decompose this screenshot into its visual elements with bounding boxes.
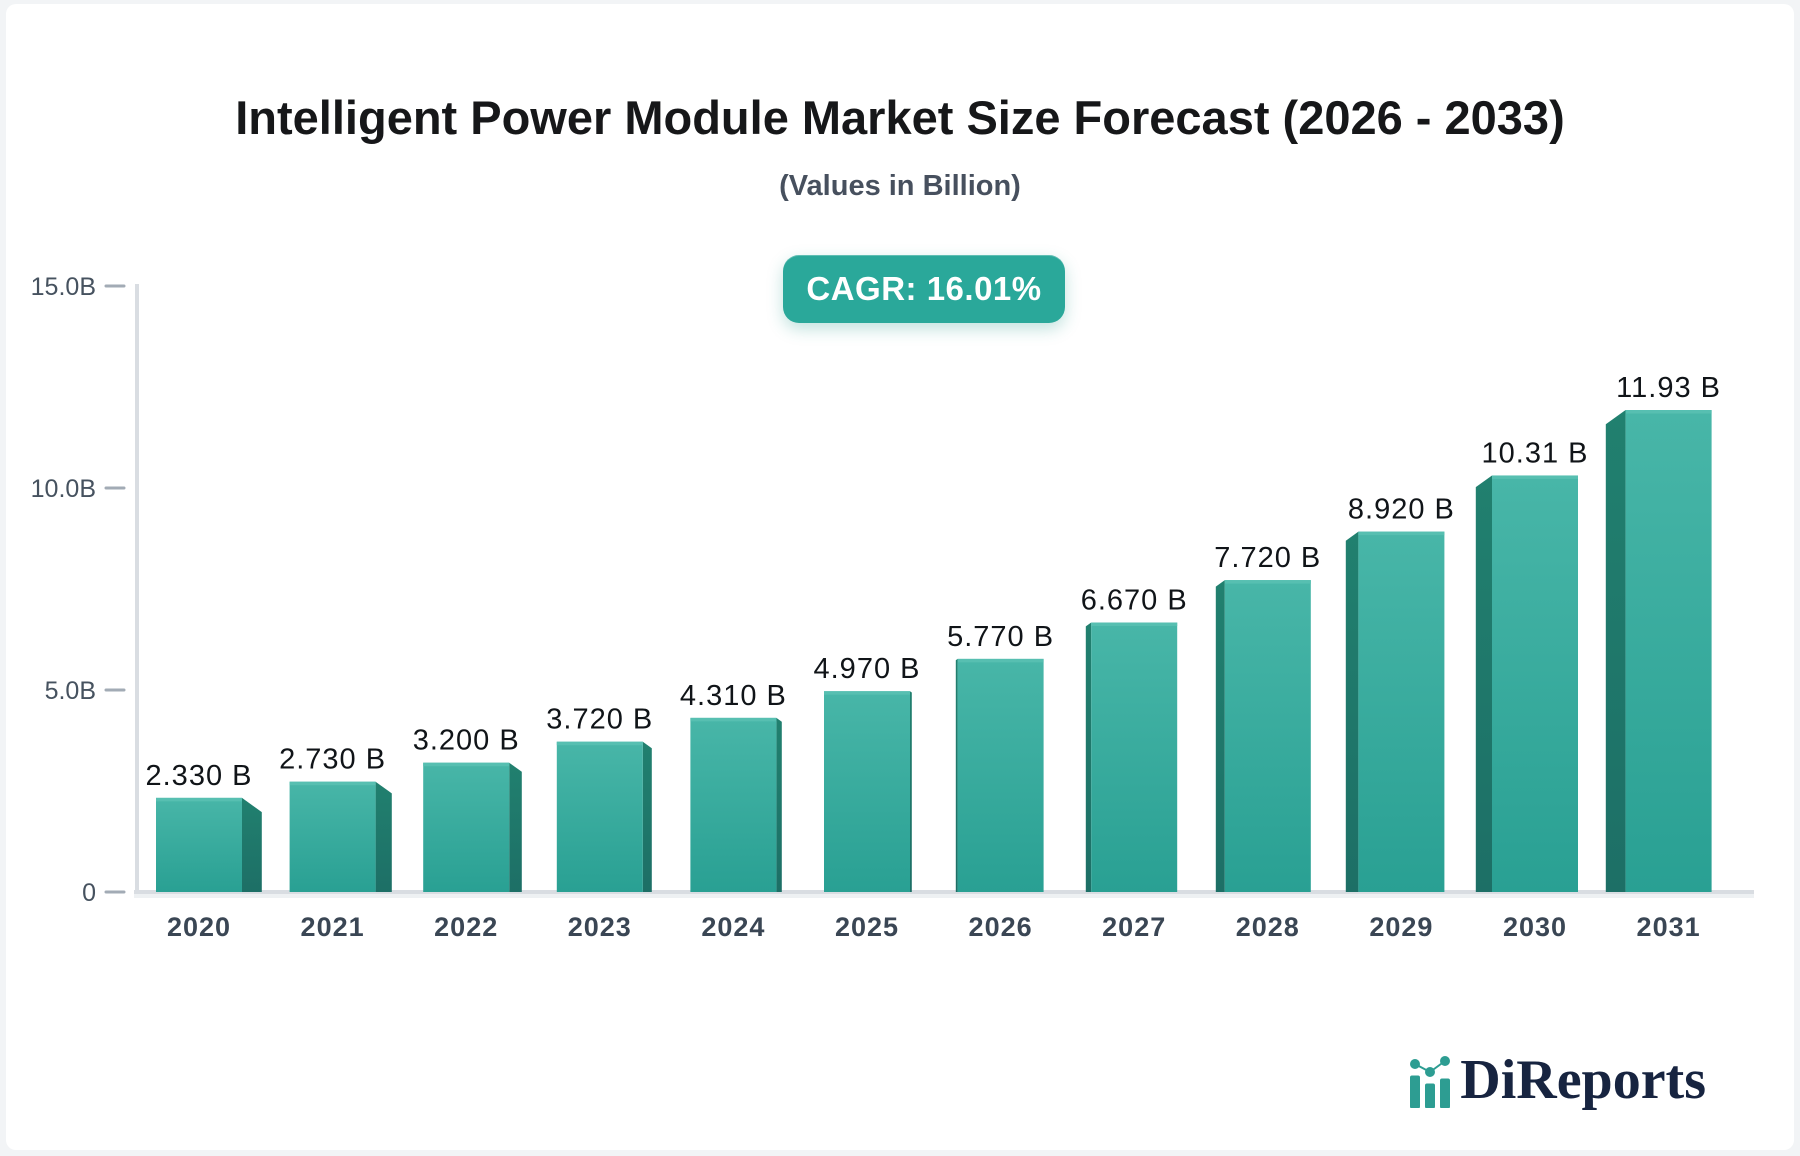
chart-title: Intelligent Power Module Market Size For… xyxy=(235,91,1565,144)
bar-value-label: 11.93 B xyxy=(1616,372,1721,404)
cagr-badge: CAGR: 16.01% xyxy=(783,255,1065,323)
x-axis-label: 2028 xyxy=(1236,912,1300,942)
bar-2027 xyxy=(1085,622,1178,892)
x-axis-label: 2027 xyxy=(1102,912,1166,942)
x-axis-label: 2029 xyxy=(1369,912,1433,942)
bar-value-label: 6.670 B xyxy=(1081,585,1188,617)
bar-side-face xyxy=(910,691,912,892)
bar-top-edge xyxy=(289,781,376,786)
bar-front-face xyxy=(423,762,510,892)
x-axis-label: 2024 xyxy=(701,912,765,942)
bar-side-face xyxy=(1345,531,1359,892)
bar-top-edge xyxy=(156,797,242,802)
bar-2028 xyxy=(1215,580,1311,892)
x-axis-label: 2020 xyxy=(167,912,231,942)
bar-top-edge xyxy=(1091,622,1178,627)
bar-front-face xyxy=(1358,531,1445,892)
bar-top-edge xyxy=(1358,531,1445,536)
bar-side-face xyxy=(1215,580,1225,892)
bar-value-label: 7.720 B xyxy=(1214,542,1321,574)
bar-side-face xyxy=(1605,410,1626,892)
bar-value-label: 2.330 B xyxy=(146,760,253,792)
chart-card: Intelligent Power Module Market Size For… xyxy=(6,4,1794,1150)
x-axis-label: 2022 xyxy=(434,912,498,942)
bar-front-face xyxy=(556,741,643,892)
bar-top-edge xyxy=(1224,580,1311,584)
y-axis-label: 10.0B xyxy=(31,475,96,503)
x-axis-label: 2026 xyxy=(969,912,1033,942)
direports-logo-icon xyxy=(1410,1056,1451,1108)
cagr-badge-label: CAGR: 16.01% xyxy=(806,270,1042,307)
bar-top-edge xyxy=(556,741,643,746)
bar-front-face xyxy=(156,797,242,892)
y-axis-label: 0 xyxy=(82,879,96,907)
bar-chart: 15.0B 10.0B 5.0B 0 2.330 B 2020 2.730 B 2021 3.2… xyxy=(31,273,1754,942)
x-axis-label: 2023 xyxy=(568,912,632,942)
direports-logo-text: DiReports xyxy=(1460,1049,1706,1111)
bar-front-face xyxy=(824,691,910,892)
bar-2024 xyxy=(690,717,782,892)
bar-2030 xyxy=(1475,475,1578,892)
x-axis-label: 2031 xyxy=(1637,912,1701,942)
bar-side-face xyxy=(955,658,958,892)
x-axis-shadow xyxy=(134,894,1754,898)
bar-front-face xyxy=(690,717,777,892)
bar-value-label: 4.310 B xyxy=(680,680,787,712)
chart-subtitle: (Values in Billion) xyxy=(779,170,1021,202)
bar-2029 xyxy=(1345,531,1445,892)
bar-top-edge xyxy=(1625,410,1712,414)
bar-top-edge xyxy=(957,658,1044,663)
bar-front-face xyxy=(957,658,1044,892)
bar-side-face xyxy=(776,717,782,892)
bar-2031 xyxy=(1605,410,1712,892)
x-axis-label: 2030 xyxy=(1503,912,1567,942)
bar-side-face xyxy=(242,797,262,892)
x-axis-label: 2025 xyxy=(835,912,899,942)
direports-logo: DiReports xyxy=(1408,1032,1706,1108)
bar-top-edge xyxy=(824,691,910,695)
bar-value-label: 10.31 B xyxy=(1482,437,1589,469)
bar-value-label: 8.920 B xyxy=(1348,494,1455,526)
bar-top-edge xyxy=(423,762,510,767)
bar-front-face xyxy=(1492,475,1578,892)
bar-front-face xyxy=(289,781,376,892)
bar-front-face xyxy=(1224,580,1311,892)
bar-value-label: 4.970 B xyxy=(814,653,921,685)
bar-front-face xyxy=(1625,410,1712,892)
bar-2023 xyxy=(556,741,652,892)
bar-value-label: 3.720 B xyxy=(546,704,653,736)
bar-front-face xyxy=(1091,622,1178,892)
bar-2021 xyxy=(289,781,392,892)
bar-side-face xyxy=(1475,475,1492,892)
bar-2022 xyxy=(423,762,522,892)
y-axis-label: 15.0B xyxy=(31,273,96,301)
bar-top-edge xyxy=(1492,475,1578,479)
y-axis-label: 5.0B xyxy=(45,677,96,705)
bar-side-face xyxy=(509,762,522,892)
bar-side-face xyxy=(1085,622,1092,892)
bar-value-label: 3.200 B xyxy=(413,725,520,757)
bar-2026 xyxy=(955,658,1044,892)
bar-2025 xyxy=(824,691,912,892)
bar-side-face xyxy=(642,741,652,892)
bar-value-label: 5.770 B xyxy=(947,621,1054,653)
bar-side-face xyxy=(375,781,392,892)
bar-top-edge xyxy=(690,717,777,722)
bar-2020 xyxy=(156,797,262,892)
x-axis-label: 2021 xyxy=(301,912,365,942)
bar-value-label: 2.730 B xyxy=(279,744,386,776)
